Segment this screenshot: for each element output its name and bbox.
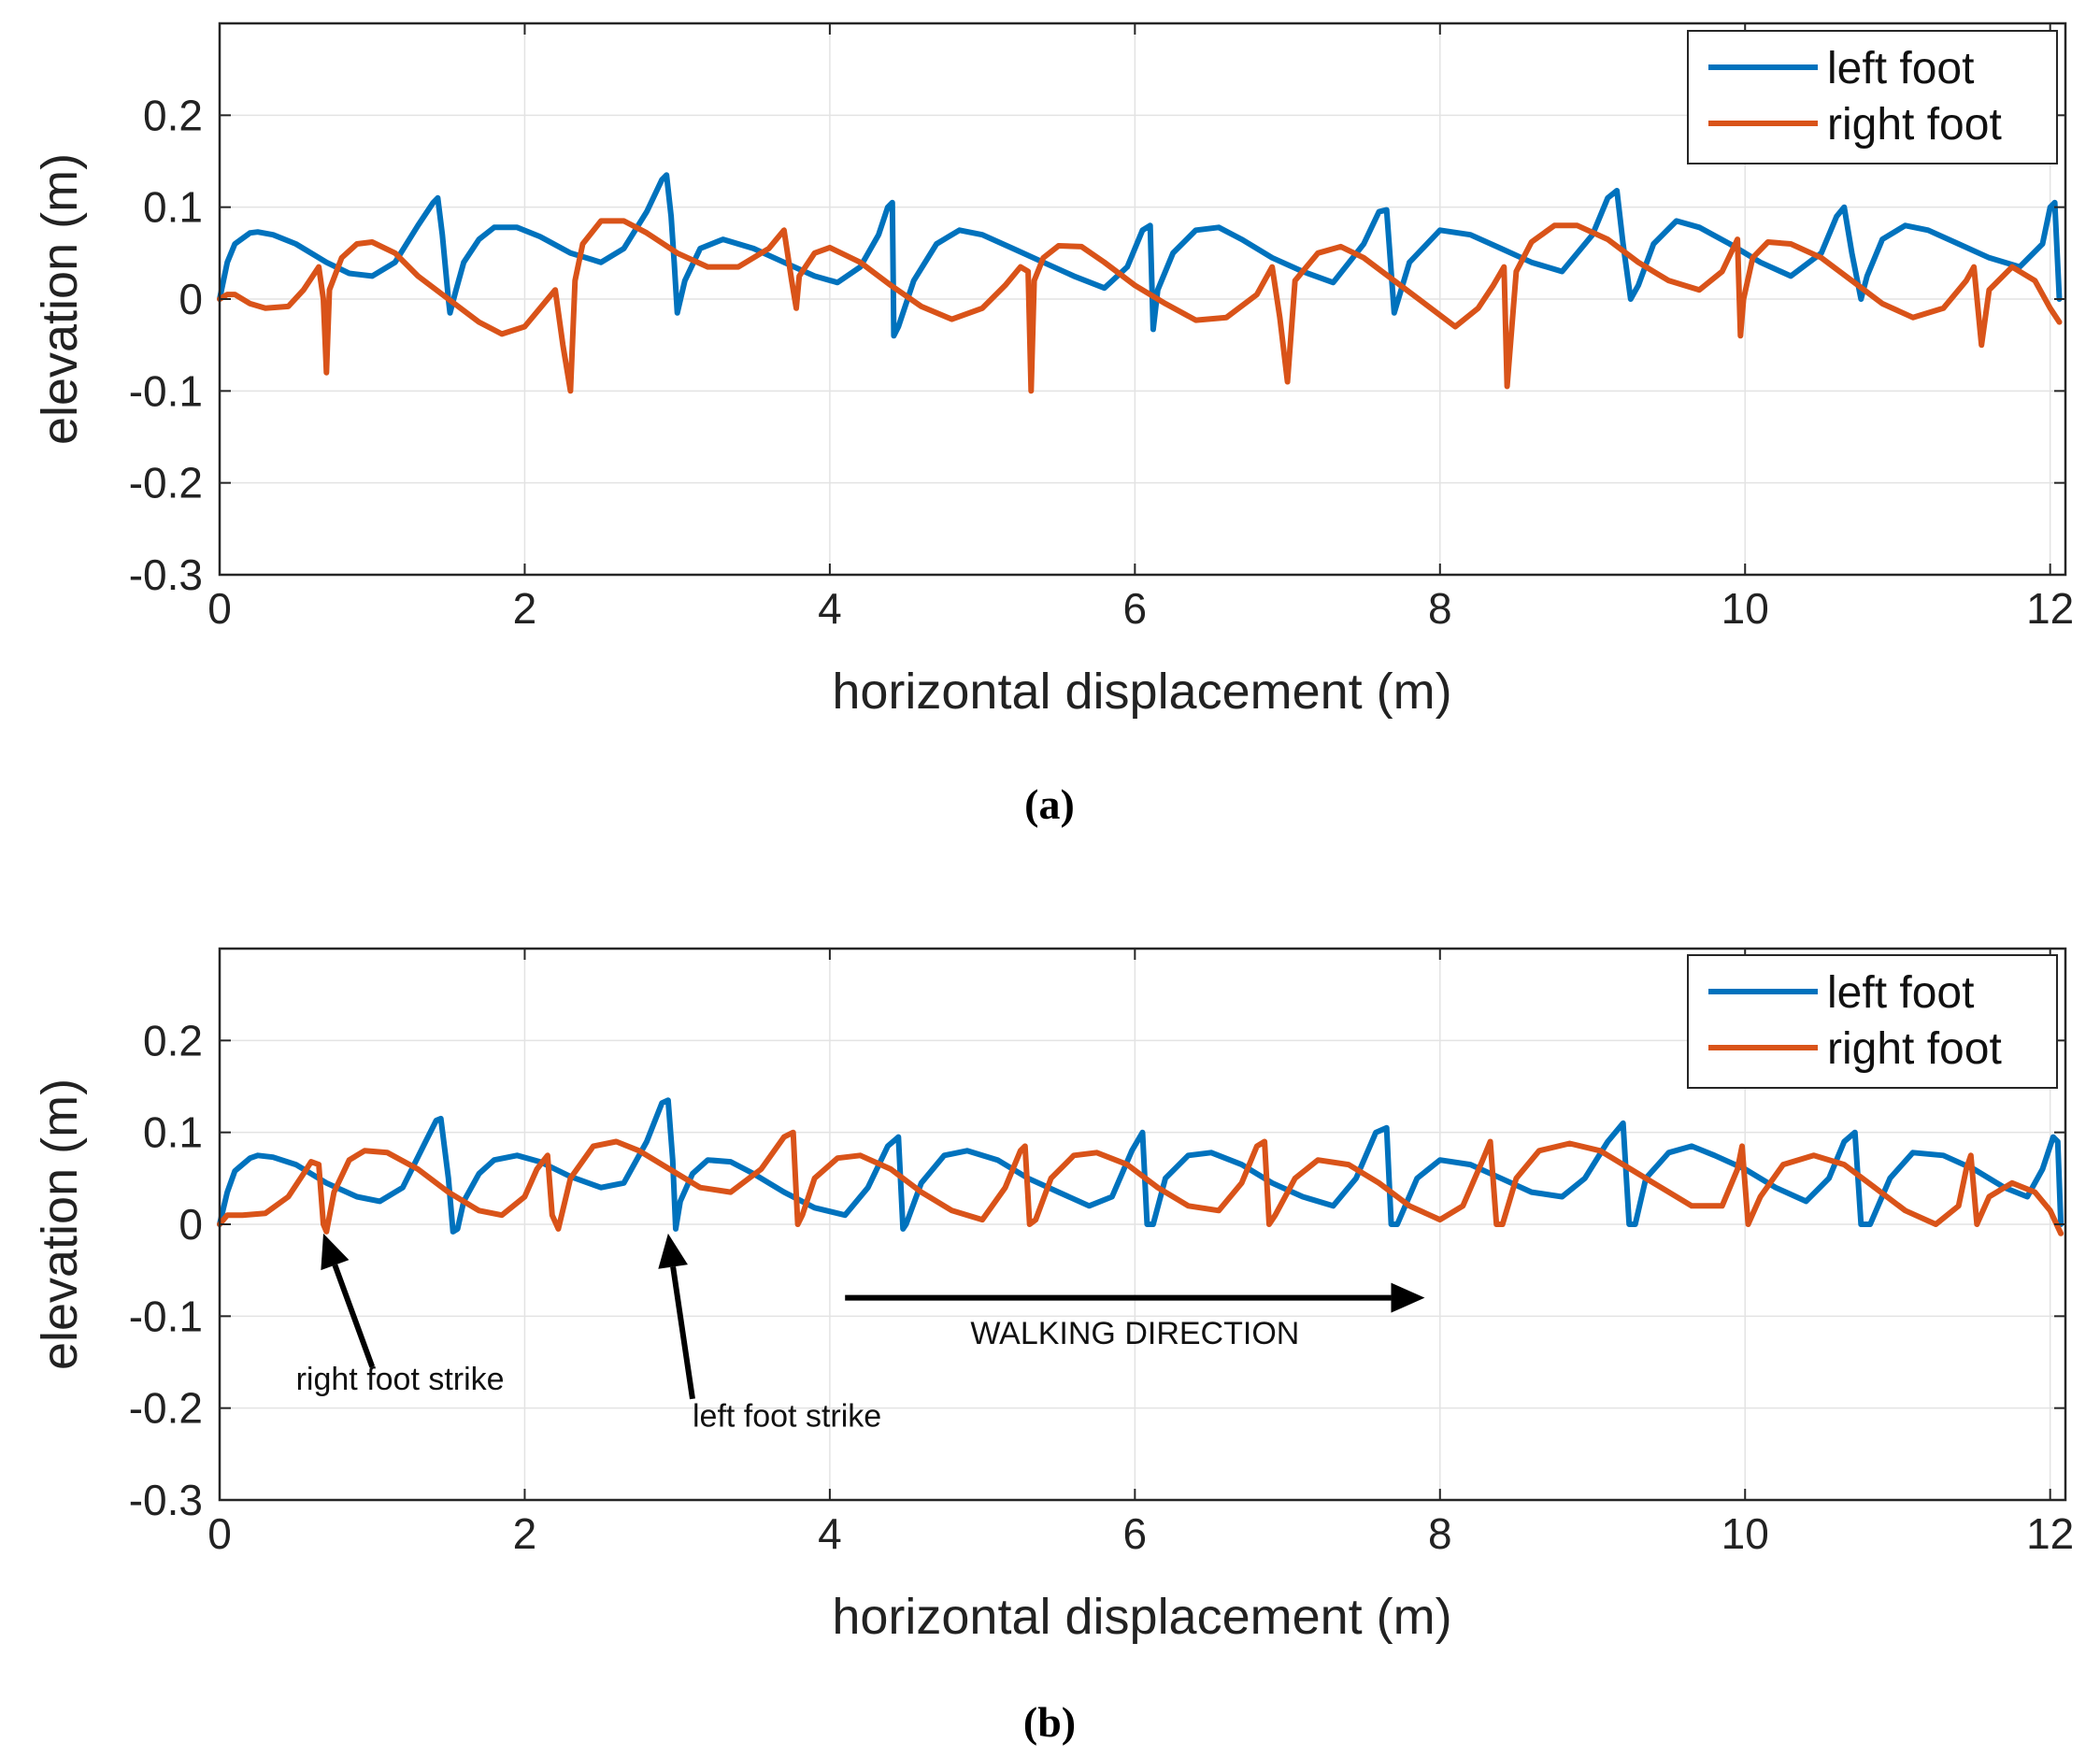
panel-a-ytick-label: 0: [179, 275, 203, 323]
panel-a-xtick-label: 12: [2026, 584, 2074, 633]
panel-a-legend-box: [1687, 30, 2058, 164]
panel-b-annotation-1-label: left foot strike: [693, 1398, 881, 1434]
panel-a-legend-right-label: right foot: [1827, 100, 2002, 150]
panel-b-ylabel: elevation (m): [32, 1078, 88, 1370]
panel-a-series: [217, 172, 2063, 394]
panel-b-series: [217, 1097, 2064, 1236]
panel-b-xlabel: horizontal displacement (m): [832, 1589, 1451, 1645]
panel-a-xtick-label: 6: [1123, 584, 1148, 633]
panel-b-annotation-1-arrow-head: [658, 1233, 688, 1269]
panel-a-xtick-label: 8: [1428, 584, 1452, 633]
panel-a-ytick-label: 0.2: [143, 91, 203, 139]
panel-a-xtick-label: 2: [513, 584, 537, 633]
panel-b-chart: right foot strike left foot strike WALKING…: [32, 947, 2074, 1746]
panel-b-legend: left foot right foot: [1687, 954, 2058, 1089]
panel-a-chart: 0 2 4 6 8 10 12 -0.3 -0.2 -0.1 0 0.1 0.2 horizontal …: [32, 21, 2074, 828]
panel-b-annotation-0-arrow-shaft: [332, 1264, 376, 1368]
panel-b-caption: (b): [1023, 1698, 1076, 1746]
panel-b-xtick-label: 2: [513, 1509, 537, 1558]
panel-b-xtick-label: 6: [1123, 1509, 1148, 1558]
panel-b-xtick-label: 12: [2026, 1509, 2074, 1558]
panel-b-ytick-label: 0: [179, 1200, 203, 1249]
panel-b-ytick-label: -0.1: [129, 1292, 203, 1340]
panel-b-ytick-label: 0.2: [143, 1016, 203, 1064]
panel-b-legend-left-label: left foot: [1827, 968, 1974, 1018]
panel-a-ytick-label: -0.2: [129, 459, 203, 507]
panel-b-annotation-2-arrow-head: [1391, 1282, 1425, 1313]
panel-b-ytick-label: 0.1: [143, 1108, 203, 1157]
panel-b-annotation-1-arrow-shaft: [670, 1266, 695, 1400]
panel-b-ticks: 0 2 4 6 8 10 12 -0.3 -0.2 -0.1 0 0.1 0.2: [129, 949, 2074, 1558]
panel-a-xlabel: horizontal displacement (m): [832, 664, 1451, 720]
panel-a-ticks: 0 2 4 6 8 10 12 -0.3 -0.2 -0.1 0 0.1 0.2: [129, 23, 2074, 633]
panel-a-legend: left foot right foot: [1687, 30, 2058, 164]
panel-b-series-right-foot-line: [217, 1129, 2064, 1236]
panel-a-ytick-label: 0.1: [143, 183, 203, 232]
panel-b-annotation-0-arrow-head: [321, 1233, 350, 1271]
panel-a-xtick-label: 0: [207, 584, 232, 633]
panel-a-legend-left-label: left foot: [1827, 44, 1974, 93]
panel-a-series-left-foot-line: [217, 172, 2063, 339]
panel-b-annotation-0-label: right foot strike: [296, 1362, 505, 1397]
panel-b-xtick-label: 0: [207, 1509, 232, 1558]
panel-a-xtick-label: 10: [1721, 584, 1769, 633]
panel-b-series-left-foot-line: [217, 1097, 2064, 1235]
panel-b-annotation-2-label: WALKING DIRECTION: [970, 1316, 1299, 1351]
panel-a-ylabel: elevation (m): [32, 153, 88, 445]
panel-b-xtick-label: 4: [818, 1509, 842, 1558]
panel-b-legend-box: [1687, 954, 2058, 1089]
panel-a-ytick-label: -0.3: [129, 550, 203, 599]
panel-b-annotations: right foot strike left foot strike WALKING…: [296, 1233, 1425, 1434]
panel-a-caption: (a): [1024, 780, 1075, 828]
panel-b-xtick-label: 8: [1428, 1509, 1452, 1558]
panel-b-ytick-label: -0.2: [129, 1384, 203, 1433]
panel-b-ytick-label: -0.3: [129, 1476, 203, 1524]
panel-a-series-right-foot-line: [217, 218, 2063, 394]
panel-a-ytick-label: -0.1: [129, 366, 203, 415]
panel-b-legend-right-label: right foot: [1827, 1024, 2002, 1074]
panel-a-xtick-label: 4: [818, 584, 842, 633]
panel-b-xtick-label: 10: [1721, 1509, 1769, 1558]
